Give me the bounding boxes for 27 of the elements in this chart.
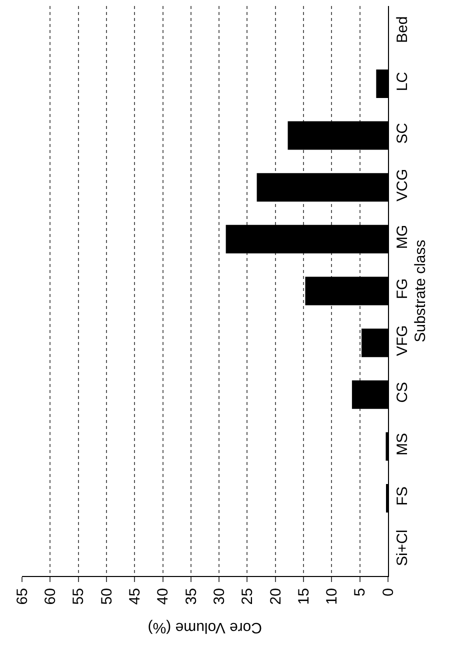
y-tick-label: CS (394, 382, 411, 403)
y-tick-label: VFG (394, 325, 411, 356)
x-tick-label: 35 (182, 588, 200, 605)
x-tick-label: 45 (126, 588, 144, 605)
y-tick-label: Bed (394, 16, 411, 44)
y-tick-label: SC (394, 122, 411, 144)
x-tick-label: 5 (352, 588, 369, 596)
x-tick-label: 25 (239, 588, 256, 605)
x-tick-label: 0 (380, 588, 397, 596)
x-tick-label: 55 (70, 588, 88, 605)
y-tick-label: FS (394, 486, 411, 506)
x-tick-label: 10 (324, 588, 341, 605)
x-axis-title: Core Volume (%) (148, 619, 262, 636)
x-tick-label: 40 (154, 588, 172, 605)
x-tick-label: 30 (210, 588, 228, 605)
x-tick-label: 20 (267, 588, 284, 605)
y-tick-label: Si+Cl (394, 530, 411, 566)
x-tick-label: 65 (14, 588, 31, 605)
y-tick-label: FG (394, 278, 411, 300)
y-tick-label: LC (394, 72, 411, 92)
x-tick-label: 60 (42, 588, 60, 605)
y-tick-label: VCG (394, 168, 411, 202)
y-tick-label: MS (394, 432, 411, 456)
x-tick-label: 50 (98, 588, 116, 605)
y-tick-label: MG (394, 224, 411, 250)
y-axis-title: Substrate class (412, 240, 429, 342)
x-tick-label: 15 (295, 588, 312, 605)
